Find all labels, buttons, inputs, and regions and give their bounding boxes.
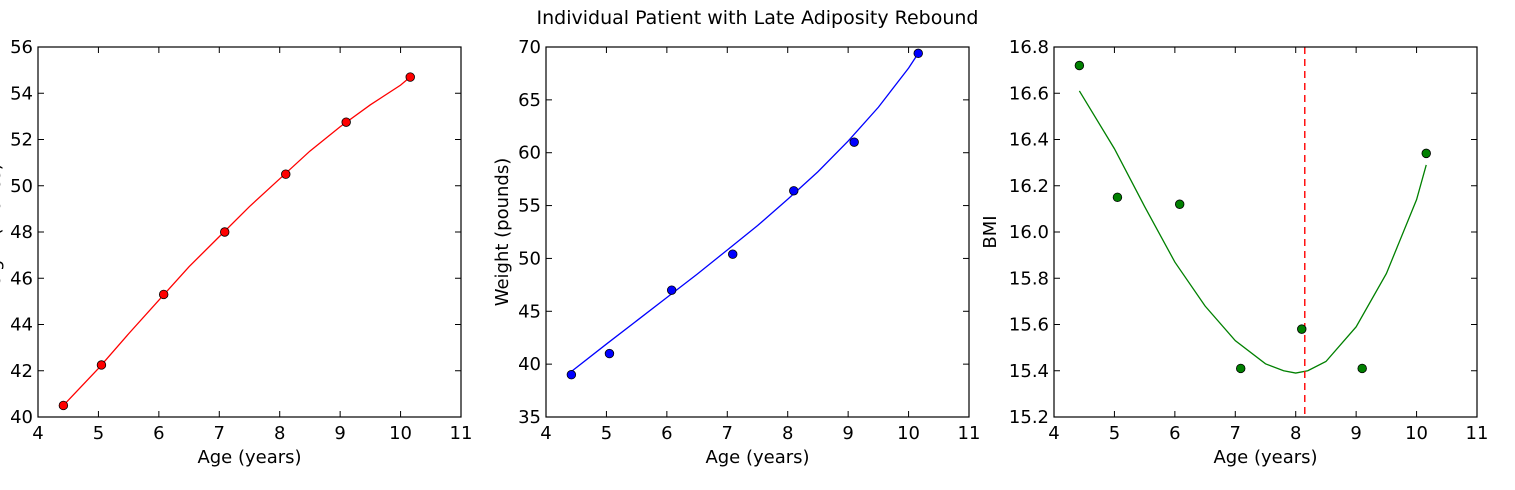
y-tick-label: 44 [10, 315, 33, 336]
x-tick-label: 9 [1350, 423, 1361, 444]
y-axis-label: BMI [980, 215, 1001, 248]
x-tick-label: 10 [1405, 423, 1428, 444]
x-tick-label: 11 [1466, 423, 1489, 444]
x-tick-label: 11 [958, 423, 981, 444]
y-tick-label: 16.0 [1009, 222, 1049, 243]
x-tick-label: 9 [334, 423, 345, 444]
data-point [789, 186, 799, 196]
data-point [1074, 60, 1085, 71]
y-tick-label: 48 [10, 222, 33, 243]
x-tick-label: 8 [782, 423, 793, 444]
data-point [1236, 363, 1246, 374]
x-tick-label: 7 [722, 423, 733, 444]
y-tick-label: 16.4 [1009, 130, 1049, 151]
figure-title: Individual Patient with Late Adiposity R… [536, 7, 979, 29]
y-tick-label: 60 [518, 143, 541, 164]
plot-frame [1053, 46, 1478, 418]
data-point [728, 249, 738, 259]
x-tick-label: 7 [1230, 423, 1241, 444]
x-axis-label: Age (years) [197, 447, 301, 468]
y-tick-label: 15.2 [1009, 407, 1049, 428]
data-point [913, 48, 923, 59]
y-tick-label: 50 [10, 176, 33, 197]
data-point [1421, 148, 1431, 159]
y-tick-label: 16.6 [1009, 83, 1049, 104]
plot-frame [545, 46, 970, 418]
x-tick-label: 6 [661, 423, 672, 444]
y-tick-label: 35 [518, 407, 541, 428]
x-tick-label: 5 [93, 423, 104, 444]
x-axis-label: Age (years) [705, 447, 809, 468]
data-point [158, 289, 169, 300]
x-tick-label: 6 [153, 423, 164, 444]
y-tick-label: 15.6 [1009, 315, 1049, 336]
y-tick-label: 40 [518, 354, 541, 375]
x-tick-label: 7 [214, 423, 225, 444]
y-tick-label: 54 [10, 83, 33, 104]
x-tick-label: 4 [1048, 423, 1059, 444]
data-point [666, 285, 677, 295]
x-tick-label: 5 [1109, 423, 1120, 444]
y-axis-label: Height (inches) [0, 163, 5, 300]
data-point [281, 169, 291, 179]
y-tick-label: 52 [10, 130, 33, 151]
chart-panel-3: 4 5 6 7 8 9 10 11 15.2 15.4 15.6 15.8 16.0 16.2 16.4 16… [980, 37, 1488, 468]
data-point [1174, 199, 1185, 209]
x-tick-label: 10 [897, 423, 920, 444]
data-point [96, 360, 107, 370]
x-tick-label: 10 [389, 423, 412, 444]
y-tick-label: 45 [518, 301, 541, 322]
fit-line [570, 52, 919, 373]
y-tick-label: 50 [518, 248, 541, 269]
data-point [1297, 324, 1307, 334]
x-axis-label: Age (years) [1213, 447, 1317, 468]
y-tick-label: 42 [10, 361, 33, 382]
y-tick-label: 56 [10, 37, 33, 58]
fit-line [62, 76, 411, 406]
x-tick-label: 6 [1169, 423, 1180, 444]
y-tick-label: 16.8 [1009, 37, 1049, 58]
x-tick-label: 5 [601, 423, 612, 444]
x-tick-label: 4 [540, 423, 551, 444]
data-point [849, 137, 859, 147]
y-tick-label: 65 [518, 90, 541, 111]
fit-line [1078, 90, 1427, 374]
data-point [566, 370, 577, 380]
y-tick-label: 16.2 [1009, 176, 1049, 197]
data-point [405, 72, 415, 82]
data-point [1357, 363, 1367, 374]
data-point [341, 117, 351, 127]
data-point [604, 348, 615, 359]
y-tick-label: 46 [10, 268, 33, 289]
y-tick-label: 40 [10, 407, 33, 428]
data-point [1112, 192, 1123, 203]
y-axis-label: Weight (pounds) [492, 158, 513, 307]
data-point [220, 227, 230, 237]
x-tick-label: 8 [1290, 423, 1301, 444]
y-tick-label: 15.4 [1009, 361, 1049, 382]
x-tick-label: 8 [274, 423, 285, 444]
y-tick-label: 70 [518, 37, 541, 58]
data-point [58, 400, 69, 411]
x-tick-label: 4 [32, 423, 43, 444]
y-tick-label: 15.8 [1009, 268, 1049, 289]
x-tick-label: 11 [450, 423, 473, 444]
y-tick-label: 55 [518, 196, 541, 217]
x-tick-label: 9 [842, 423, 853, 444]
